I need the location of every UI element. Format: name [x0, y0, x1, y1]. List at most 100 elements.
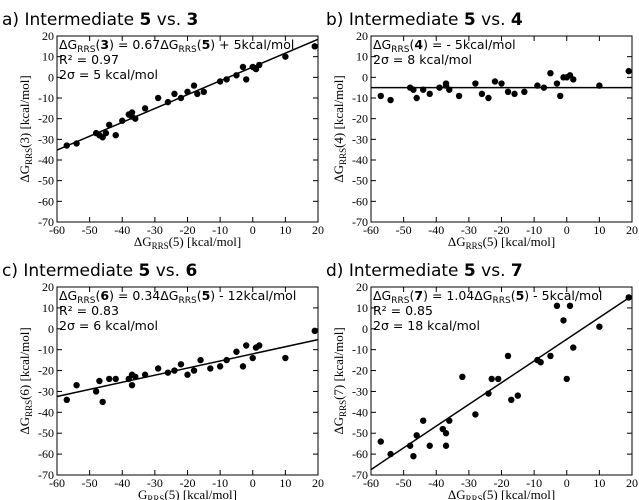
- xlabel-post: (5) [kcal/mol]: [164, 487, 237, 500]
- data-point: [207, 365, 214, 372]
- fit-mid: = - 5kcal/mol: [428, 37, 516, 52]
- data-point: [311, 43, 318, 50]
- data-point: [472, 411, 479, 418]
- data-point: [106, 121, 113, 129]
- y-tick-label: 0: [362, 70, 368, 84]
- x-tick-label: -60: [363, 223, 379, 237]
- title-prefix: c) Intermediate: [2, 261, 138, 281]
- data-point: [282, 53, 289, 60]
- data-point: [63, 142, 70, 149]
- data-point: [420, 417, 427, 424]
- x-tick-label: -50: [396, 476, 412, 490]
- x-tick-label: -10: [212, 223, 228, 237]
- data-point: [504, 88, 512, 96]
- data-point: [119, 117, 126, 124]
- title-mid: vs.: [151, 10, 186, 30]
- data-point: [560, 317, 567, 324]
- y-tick-label: -10: [352, 91, 368, 105]
- data-point: [495, 375, 502, 383]
- y-tick-label: -60: [38, 447, 54, 461]
- x-tick-label: -40: [114, 223, 130, 237]
- r-squared: R² = 0.97: [59, 52, 119, 67]
- fit-sub-2: RRS: [492, 296, 511, 306]
- sigma-label: 2σ = 5 kcal/mol: [59, 67, 158, 82]
- data-point: [410, 86, 417, 93]
- x-tick-label: 0: [250, 223, 256, 237]
- data-point: [256, 61, 263, 69]
- fit-paren-open-2: (: [197, 37, 202, 52]
- r-squared: R² = 0.85: [373, 303, 433, 318]
- title-mid: vs.: [476, 10, 511, 30]
- data-point: [164, 369, 172, 376]
- ylabel-pre: ΔG: [17, 165, 32, 183]
- title-mid: vs.: [150, 261, 185, 281]
- y-tick-label: -60: [38, 194, 54, 208]
- data-point: [436, 84, 443, 91]
- y-tick-label: -20: [38, 364, 54, 378]
- data-point: [521, 88, 528, 96]
- y-tick-label: -20: [352, 364, 368, 378]
- ylabel-sub: RRS: [24, 400, 34, 417]
- data-point: [249, 354, 256, 362]
- fit-paren-close: ): [423, 37, 428, 52]
- data-point: [177, 94, 185, 102]
- y-tick-label: -60: [352, 194, 368, 208]
- fit-sub: RRS: [391, 296, 410, 306]
- sigma-label: 2σ = 8 kcal/mol: [373, 52, 472, 67]
- panel-1: b) Intermediate 5 vs. 4 -60 -50 -40 -30 -20 -1…: [326, 10, 638, 251]
- fit-mid: = 1.04ΔG: [428, 288, 493, 303]
- x-tick-label: -20: [494, 223, 510, 237]
- y-tick-label: -70: [38, 215, 54, 229]
- ylabel-post: (6) [kcal/mol]: [17, 327, 32, 400]
- x-tick-label: -20: [180, 223, 196, 237]
- y-tick-label: -30: [38, 384, 54, 398]
- y-tick-label: 0: [362, 322, 368, 336]
- y-tick-label: -40: [38, 153, 54, 167]
- data-point: [472, 80, 479, 87]
- data-point: [96, 377, 103, 385]
- fit-bold: 6: [100, 288, 109, 303]
- y-tick-label: 20: [356, 29, 368, 43]
- y-tick-label: 0: [48, 322, 54, 336]
- y-axis-label: ΔGRRS(3) [kcal/mol]: [17, 75, 34, 182]
- fit-paren-open: (: [95, 37, 100, 52]
- fit-line: [370, 295, 633, 471]
- fit-paren-close: ): [423, 288, 428, 303]
- fit-sub-2: RRS: [178, 296, 197, 306]
- data-point: [243, 342, 250, 349]
- y-tick-label: -40: [38, 405, 54, 419]
- data-point: [112, 132, 119, 139]
- fit-mid: = 0.67ΔG: [114, 37, 179, 52]
- y-tick-label: 20: [356, 280, 368, 294]
- panel-title: c) Intermediate 5 vs. 6: [2, 261, 197, 281]
- y-tick-label: -50: [352, 426, 368, 440]
- title-bold-1: 5: [140, 10, 152, 30]
- ylabel-post: (7) [kcal/mol]: [331, 327, 346, 400]
- y-tick-label: -70: [38, 468, 54, 482]
- data-point: [184, 88, 191, 96]
- title-bold-1: 5: [464, 261, 476, 281]
- r-squared: R² = 0.83: [59, 303, 119, 318]
- y-tick-label: -70: [352, 468, 368, 482]
- data-point: [200, 88, 208, 96]
- y-tick-label: -20: [352, 112, 368, 126]
- fit-pre: ΔG: [373, 37, 391, 52]
- title-prefix: a) Intermediate: [2, 10, 140, 30]
- ylabel-pre: ΔG: [331, 165, 346, 183]
- data-point: [442, 80, 450, 87]
- ylabel-sub: RRS: [338, 400, 348, 417]
- data-point: [223, 76, 230, 83]
- y-tick-label: -40: [352, 405, 368, 419]
- data-point: [190, 367, 198, 374]
- data-point: [171, 367, 178, 374]
- data-point: [194, 90, 201, 98]
- title-bold-2: 3: [187, 10, 199, 30]
- fit-paren-close-2: ): [210, 37, 215, 52]
- title-prefix: d) Intermediate: [326, 261, 464, 281]
- data-point: [73, 381, 80, 389]
- data-point: [99, 398, 106, 406]
- ylabel-sub: RRS: [338, 148, 348, 165]
- fit-post: - 5kcal/mol: [529, 288, 602, 303]
- y-tick-label: 0: [48, 70, 54, 84]
- data-point: [570, 344, 577, 351]
